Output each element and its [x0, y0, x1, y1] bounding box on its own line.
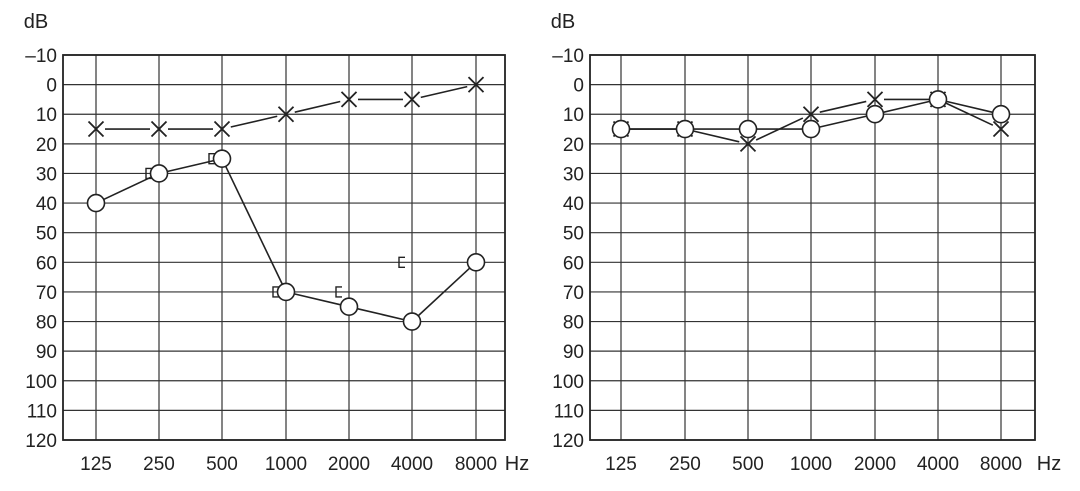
data-point-circle	[86, 193, 106, 213]
data-point-circle	[801, 119, 821, 139]
series-segment	[819, 115, 867, 128]
y-tick-label: 70	[563, 283, 584, 304]
y-tick-label: 120	[552, 431, 584, 452]
data-point-circle	[928, 90, 948, 109]
data-point-circle	[675, 119, 695, 139]
y-tick-label: 10	[36, 105, 57, 126]
data-point-circle	[466, 253, 486, 272]
series-segment	[230, 115, 278, 128]
data-point-circle	[149, 164, 169, 183]
data-point-cross	[802, 106, 820, 123]
plot-frame	[62, 54, 506, 441]
x-tick-label: 125	[80, 454, 112, 475]
y-tick-label: 100	[25, 372, 57, 393]
series-segment	[417, 267, 471, 317]
series-segment	[693, 130, 740, 143]
series-segment	[167, 159, 214, 173]
y-tick-label: 50	[36, 224, 57, 245]
y-tick-label: 0	[46, 76, 57, 97]
series-segment	[357, 307, 404, 321]
y-tick-label: 60	[36, 253, 57, 274]
series-segment	[883, 100, 930, 114]
series-segment	[224, 165, 284, 285]
y-axis-label: dB	[551, 11, 575, 33]
y-tick-label: 0	[573, 76, 584, 97]
y-tick-label: 110	[27, 401, 57, 422]
series-segment	[103, 176, 152, 201]
y-tick-label: 60	[563, 253, 584, 274]
data-point-circle	[611, 119, 631, 139]
x-tick-label: 4000	[391, 454, 433, 475]
data-point-cross	[340, 91, 358, 108]
y-tick-label: 30	[563, 164, 584, 185]
audiogram-left: –10 0 10 20 30 40 50 60 70 80 90 100 110 120 125 250 500…	[24, 11, 529, 475]
series-segment	[294, 293, 341, 306]
y-tick-label: 120	[25, 431, 57, 452]
series-segment	[819, 100, 867, 113]
data-point-bone-bracket	[272, 286, 279, 298]
data-point-bone-bracket	[208, 152, 215, 165]
y-tick-label: 110	[554, 401, 584, 422]
data-point-cross	[992, 120, 1010, 138]
x-axis-label: Hz	[1037, 453, 1061, 475]
data-point-circle	[865, 104, 885, 124]
x-tick-label: 8000	[980, 454, 1022, 475]
x-tick-label: 250	[669, 454, 701, 475]
series-segment	[294, 100, 341, 113]
y-tick-label: 20	[563, 135, 584, 156]
x-tick-label: 250	[143, 454, 175, 475]
y-tick-label: 30	[36, 164, 57, 185]
plot-frame	[589, 54, 1036, 441]
x-tick-label: 500	[732, 454, 764, 475]
y-tick-label: –10	[25, 46, 57, 67]
data-point-circle	[339, 297, 359, 317]
y-tick-label: 100	[552, 372, 584, 393]
data-point-cross	[87, 120, 105, 138]
data-point-bone-bracket	[335, 286, 342, 298]
data-point-circle	[276, 282, 296, 302]
y-tick-label: 90	[563, 342, 584, 363]
data-point-bone-bracket	[145, 167, 152, 180]
x-axis-label: Hz	[505, 453, 529, 475]
series-segment	[946, 100, 993, 114]
series-segment	[945, 102, 994, 126]
data-point-cross	[403, 91, 421, 108]
y-tick-label: –10	[552, 46, 584, 67]
x-tick-label: 1000	[265, 454, 307, 475]
y-tick-label: 90	[36, 342, 57, 363]
x-tick-label: 125	[605, 454, 637, 475]
series-segment	[420, 85, 468, 99]
y-tick-label: 10	[563, 105, 584, 126]
audiogram-right: –10 0 10 20 30 40 50 60 70 80 90 100 110 120 125 250 500…	[551, 11, 1061, 475]
data-point-circle	[991, 104, 1011, 124]
data-point-circle	[738, 119, 758, 139]
x-tick-label: 1000	[790, 454, 832, 475]
x-tick-label: 2000	[328, 454, 370, 475]
data-point-bone-bracket	[398, 256, 405, 269]
data-point-cross	[739, 135, 757, 152]
y-tick-label: 80	[563, 313, 584, 334]
y-axis-label: dB	[24, 11, 48, 33]
y-tick-label: 50	[563, 224, 584, 245]
x-tick-label: 500	[206, 454, 238, 475]
x-tick-label: 4000	[917, 454, 959, 475]
data-point-circle	[212, 149, 232, 168]
y-tick-label: 40	[36, 194, 57, 215]
y-tick-label: 70	[36, 283, 57, 304]
y-tick-label: 20	[36, 135, 57, 156]
data-point-cross	[277, 106, 295, 123]
y-tick-label: 80	[36, 313, 57, 334]
x-tick-label: 8000	[455, 454, 497, 475]
data-point-cross	[467, 76, 485, 93]
data-point-cross	[213, 120, 231, 138]
y-tick-label: 40	[563, 194, 584, 215]
data-point-cross	[866, 91, 884, 108]
x-tick-label: 2000	[854, 454, 896, 475]
data-point-circle	[402, 312, 422, 331]
data-point-cross	[150, 120, 168, 138]
